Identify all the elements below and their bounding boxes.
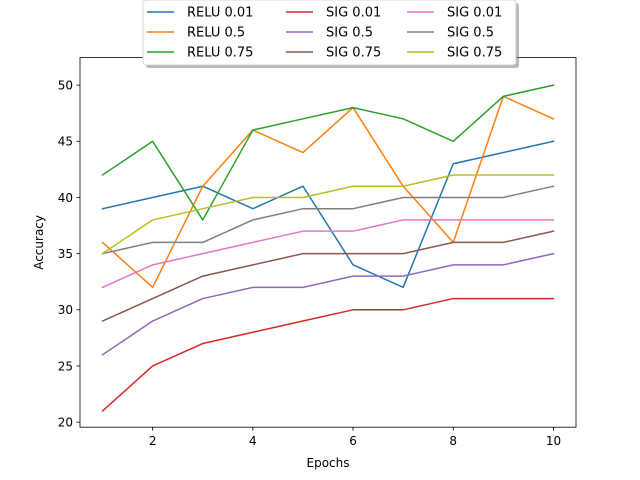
y-tick-label: 50 [58, 78, 73, 92]
series-line-7 [101, 219, 555, 289]
series-line-4 [101, 297, 555, 412]
series-line-8 [101, 185, 555, 255]
y-tick-label: 40 [58, 191, 73, 205]
legend-label-1: RELU 0.01 [187, 6, 253, 21]
legend-box [142, 0, 517, 66]
x-tick-label: 8 [449, 434, 457, 448]
x-axis-label: Epochs [307, 456, 350, 470]
legend-label-7: SIG 0.01 [447, 6, 502, 21]
legend-label-4: SIG 0.01 [326, 6, 381, 21]
series-line-9 [101, 174, 555, 255]
x-axis-ticks: 2 4 6 8 10 [149, 427, 561, 448]
series-line-2 [101, 95, 555, 289]
series-line-1 [101, 140, 555, 289]
y-tick-label: 45 [58, 135, 73, 149]
y-tick-label: 20 [58, 415, 73, 429]
legend-label-5: SIG 0.5 [326, 26, 373, 41]
x-tick-label: 2 [149, 434, 157, 448]
y-tick-label: 25 [58, 359, 73, 373]
series-line-3 [101, 84, 555, 221]
legend-label-8: SIG 0.5 [447, 26, 494, 41]
legend: RELU 0.01 RELU 0.5 RELU 0.75 SIG 0.01 SIG 0.… [142, 0, 519, 68]
x-tick-label: 10 [546, 434, 561, 448]
legend-label-9: SIG 0.75 [447, 46, 502, 61]
y-tick-label: 35 [58, 247, 73, 261]
x-tick-label: 6 [349, 434, 357, 448]
series-line-5 [101, 252, 555, 356]
y-axis-ticks: 20 25 30 35 40 45 50 [58, 78, 80, 429]
series-line-6 [101, 230, 555, 323]
y-axis-label: Accuracy [32, 215, 46, 270]
y-tick-label: 30 [58, 303, 73, 317]
legend-label-2: RELU 0.5 [187, 26, 245, 41]
x-tick-label: 4 [249, 434, 257, 448]
series-layer [101, 84, 555, 412]
legend-label-6: SIG 0.75 [326, 46, 381, 61]
legend-label-3: RELU 0.75 [187, 46, 253, 61]
